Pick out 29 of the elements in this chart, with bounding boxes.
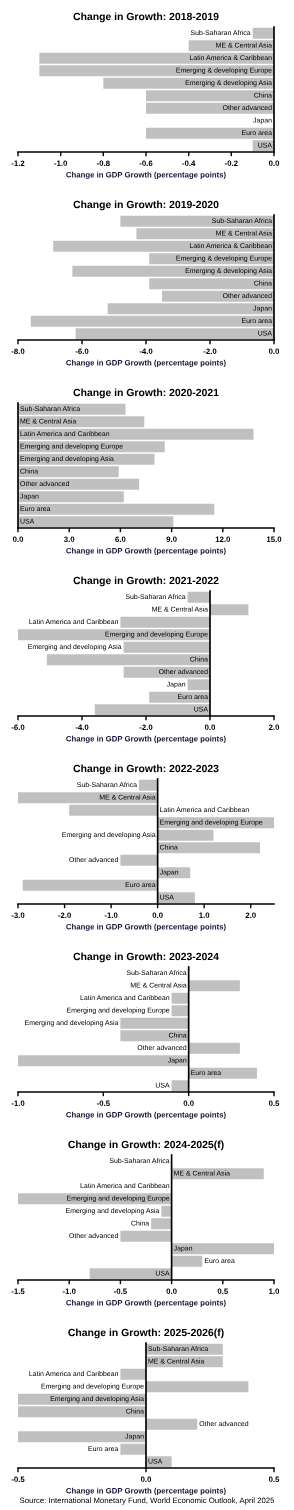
bar	[18, 1055, 189, 1067]
chart-title: Change in Growth: 2022-2023	[73, 764, 219, 775]
chart-title: Change in Growth: 2024-2025(f)	[68, 1140, 224, 1151]
chart-title: Change in Growth: 2020-2021	[73, 388, 219, 399]
bar	[120, 1368, 146, 1380]
bar	[120, 854, 158, 866]
bar	[188, 1042, 240, 1054]
bar	[171, 1168, 264, 1180]
bar	[188, 1067, 257, 1079]
bar	[146, 1456, 172, 1468]
bar	[22, 879, 158, 891]
chart-title: Change in Growth: 2025-2026(f)	[68, 1328, 224, 1339]
chart-title: Change in Growth: 2018-2019	[73, 12, 219, 23]
bar	[146, 1381, 249, 1393]
bar	[18, 1431, 146, 1443]
chart-title: Change in Growth: 2019-2020	[73, 200, 219, 211]
bar	[171, 1255, 203, 1267]
bar	[188, 980, 240, 992]
bar	[146, 1418, 198, 1430]
bar	[69, 804, 158, 816]
chart-title: Change in Growth: 2023-2024	[73, 952, 219, 963]
bar	[18, 1193, 172, 1205]
bar	[157, 892, 195, 904]
bar	[120, 1443, 146, 1455]
chart-title: Change in Growth: 2021-2022	[73, 576, 219, 587]
bar	[89, 1268, 172, 1280]
bar	[120, 1230, 172, 1242]
bar	[171, 1243, 274, 1255]
bar	[171, 1080, 189, 1092]
